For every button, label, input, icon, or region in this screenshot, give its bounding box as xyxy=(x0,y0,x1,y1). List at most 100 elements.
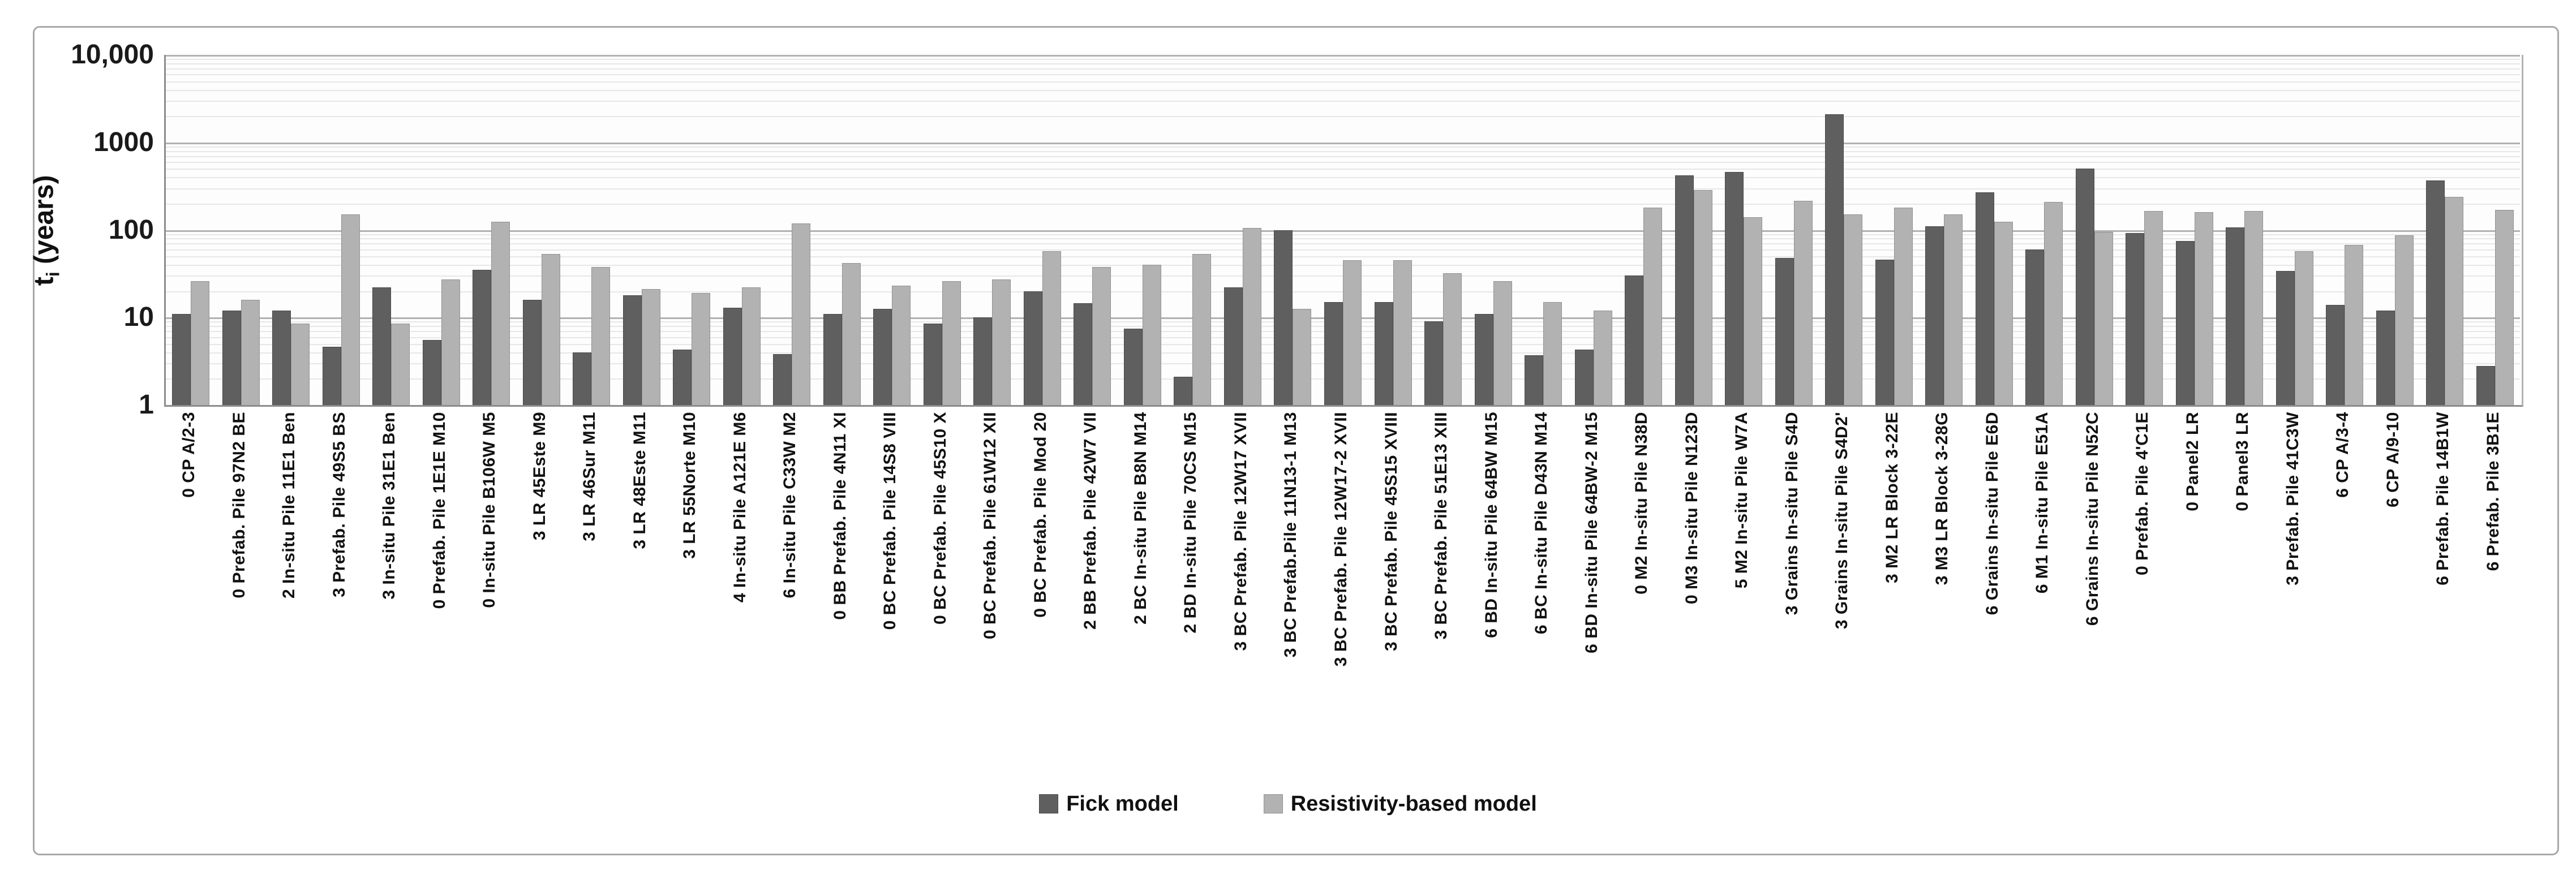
bar-fick-model xyxy=(1775,257,1794,405)
bar-resistivity-based-model xyxy=(1443,273,1462,405)
minor-gridline xyxy=(166,63,2520,64)
minor-gridline xyxy=(166,243,2520,245)
bar-resistivity-based-model xyxy=(641,289,660,405)
x-axis-label: 3 LR 45Este M9 xyxy=(530,412,549,541)
bar-fick-model xyxy=(1525,355,1544,405)
minor-gridline xyxy=(166,89,2520,91)
bar-fick-model xyxy=(522,299,542,405)
bar-fick-model xyxy=(1223,287,1243,405)
minor-gridline xyxy=(166,150,2520,152)
bar-resistivity-based-model xyxy=(291,324,310,405)
minor-gridline xyxy=(166,203,2520,205)
bar-fick-model xyxy=(1675,175,1694,405)
minor-gridline xyxy=(166,256,2520,258)
x-axis-label: 0 BB Prefab. Pile 4N11 XI xyxy=(830,412,849,620)
bar-fick-model xyxy=(1274,230,1293,405)
bar-fick-model xyxy=(1825,114,1844,405)
x-axis-label: 3 BC Prefab. Pile 51E13 XIII xyxy=(1432,412,1451,640)
x-axis-label: 3 Prefab. Pile 41C3W xyxy=(2283,412,2302,585)
bar-resistivity-based-model xyxy=(2345,245,2364,405)
minor-gridline xyxy=(166,156,2520,157)
bar-fick-model xyxy=(1875,259,1894,405)
legend-item-resistivity-based-model: Resistivity-based model xyxy=(1263,792,1537,816)
bar-resistivity-based-model xyxy=(441,279,460,405)
x-axis-label: 3 BC Prefab. Pile 12W17 XVII xyxy=(1231,412,1250,651)
x-axis-label: 6 Prefab. Pile 14B1W xyxy=(2433,412,2453,585)
bar-resistivity-based-model xyxy=(942,281,961,405)
minor-gridline xyxy=(166,169,2520,170)
x-axis-label: 6 M1 In-situ Pile E51A xyxy=(2033,412,2052,594)
legend-label-resistivity-based-model: Resistivity-based model xyxy=(1290,792,1537,816)
legend-swatch-resistivity-based-model xyxy=(1263,794,1283,813)
bar-fick-model xyxy=(1725,171,1744,405)
bar-resistivity-based-model xyxy=(191,281,210,405)
bar-resistivity-based-model xyxy=(2394,235,2414,405)
bar-resistivity-based-model xyxy=(2495,209,2514,405)
x-axis-label: 0 BC Prefab. Pile 14S8 VIII xyxy=(881,412,900,630)
x-axis-label: 6 Grains In-situ Pile N52C xyxy=(2083,412,2102,626)
x-axis-label: 6 In-situ Pile C33W M2 xyxy=(780,412,800,599)
bar-resistivity-based-model xyxy=(842,262,861,405)
minor-gridline xyxy=(166,116,2520,118)
x-axis-label: 6 Grains In-situ Pile E6D xyxy=(1982,412,2002,615)
x-axis-label: 3 LR 48Este M11 xyxy=(630,412,649,549)
minor-gridline xyxy=(166,74,2520,76)
bar-resistivity-based-model xyxy=(2244,210,2264,405)
x-axis-label: 6 BD In-situ Pile 64BW-2 M15 xyxy=(1582,412,1601,653)
bar-fick-model xyxy=(2075,169,2094,405)
bar-fick-model xyxy=(1625,275,1644,405)
bar-fick-model xyxy=(973,317,993,405)
x-axis-label: 0 BC Prefab. Pile 61W12 XII xyxy=(981,412,1000,639)
legend: Fick model Resistivity-based model xyxy=(0,793,2576,815)
bar-resistivity-based-model xyxy=(792,223,811,405)
x-axis-label: 6 CP A/9-10 xyxy=(2383,412,2402,507)
bar-resistivity-based-model xyxy=(2294,251,2313,405)
bar-resistivity-based-model xyxy=(1393,260,1412,405)
bar-resistivity-based-model xyxy=(2094,231,2113,405)
minor-gridline xyxy=(166,238,2520,240)
bar-resistivity-based-model xyxy=(1844,214,1863,405)
major-gridline xyxy=(166,142,2520,144)
bar-resistivity-based-model xyxy=(341,214,360,405)
bar-resistivity-based-model xyxy=(1994,221,2013,405)
bar-resistivity-based-model xyxy=(1543,302,1562,405)
bar-fick-model xyxy=(2175,240,2195,405)
x-axis-label: 2 BC In-situ Pile B8N M14 xyxy=(1131,412,1150,625)
bar-fick-model xyxy=(2025,249,2045,405)
bar-fick-model xyxy=(2376,310,2395,405)
bar-resistivity-based-model xyxy=(541,254,560,405)
bar-resistivity-based-model xyxy=(1493,281,1512,405)
legend-label-fick-model: Fick model xyxy=(1066,792,1179,816)
bar-fick-model xyxy=(2126,233,2145,405)
minor-gridline xyxy=(166,100,2520,102)
bar-fick-model xyxy=(1474,313,1493,405)
major-gridline xyxy=(166,55,2520,57)
x-axis-label: 3 M2 LR Block 3-22E xyxy=(1882,412,1901,583)
x-axis-label: 0 BC Prefab. Pile 45S10 X xyxy=(930,412,950,625)
minor-gridline xyxy=(166,81,2520,83)
x-axis-label: 3 BC Prefab. Pile 12W17-2 XVII xyxy=(1332,412,1350,667)
minor-gridline xyxy=(166,234,2520,235)
y-axis-tick-label: 100 xyxy=(108,214,154,245)
bar-resistivity-based-model xyxy=(241,299,260,405)
bar-resistivity-based-model xyxy=(741,287,761,405)
bar-resistivity-based-model xyxy=(1092,266,1111,405)
x-axis-label: 3 Grains In-situ Pile S4D xyxy=(1782,412,1801,615)
y-axis-tick-label: 10,000 xyxy=(71,40,154,70)
minor-gridline xyxy=(166,146,2520,148)
minor-gridline xyxy=(166,59,2520,61)
bar-fick-model xyxy=(372,287,392,405)
bar-fick-model xyxy=(1324,302,1343,405)
bar-fick-model xyxy=(1023,291,1042,405)
bar-resistivity-based-model xyxy=(2144,210,2163,405)
bar-resistivity-based-model xyxy=(2194,212,2213,405)
bar-resistivity-based-model xyxy=(1793,201,1813,405)
bar-resistivity-based-model xyxy=(391,324,410,405)
minor-gridline xyxy=(166,177,2520,179)
bar-resistivity-based-model xyxy=(692,293,711,405)
bar-fick-model xyxy=(1424,321,1444,405)
bar-resistivity-based-model xyxy=(892,286,911,405)
y-axis-title-base: t xyxy=(29,277,59,286)
bar-fick-model xyxy=(2276,271,2295,405)
